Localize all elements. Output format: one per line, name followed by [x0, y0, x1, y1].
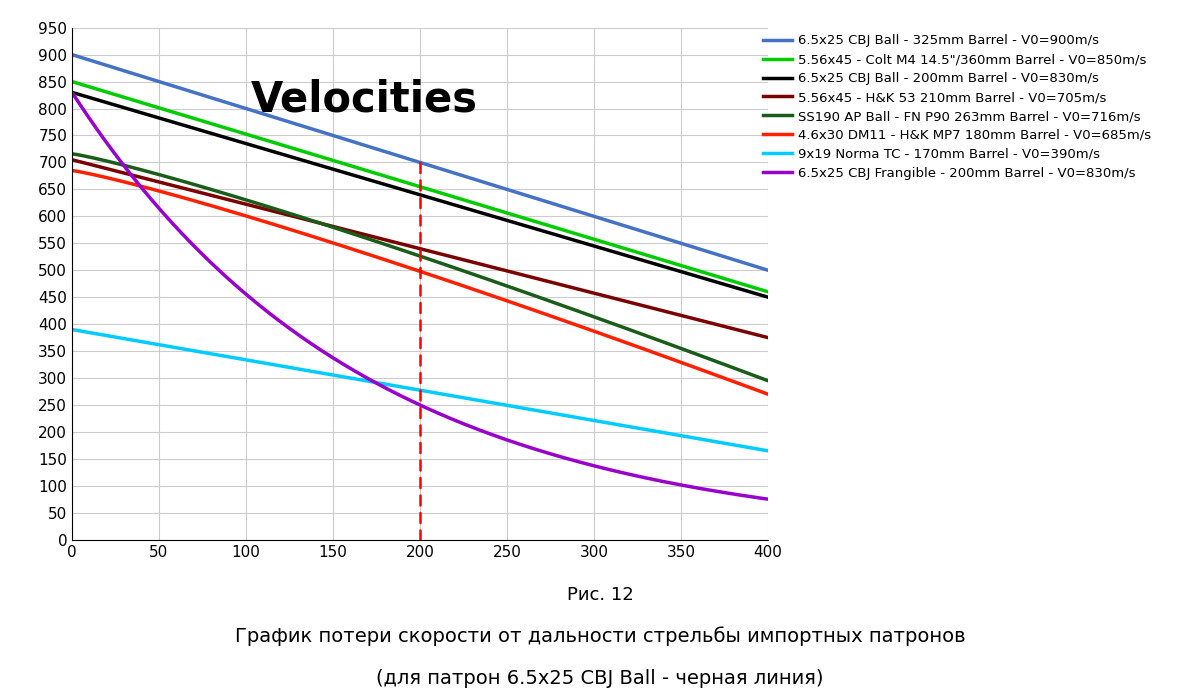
- 5.56x45 - Colt M4 14.5"/360mm Barrel - V0=850m/s: [744, 282, 758, 291]
- Line: 5.56x45 - Colt M4 14.5"/360mm Barrel - V0=850m/s: 5.56x45 - Colt M4 14.5"/360mm Barrel - V…: [72, 82, 768, 292]
- 5.56x45 - Colt M4 14.5"/360mm Barrel - V0=850m/s: [65, 78, 79, 86]
- 6.5x25 CBJ Ball - 325mm Barrel - V0=900m/s: [761, 266, 775, 275]
- 5.56x45 - H&K 53 210mm Barrel - V0=705m/s: [65, 156, 79, 164]
- 5.56x45 - Colt M4 14.5"/360mm Barrel - V0=850m/s: [395, 177, 409, 185]
- 6.5x25 CBJ Frangible - 200mm Barrel - V0=830m/s: [744, 493, 758, 501]
- 6.5x25 CBJ Ball - 325mm Barrel - V0=900m/s: [442, 167, 456, 176]
- 4.6x30 DM11 - H&K MP7 180mm Barrel - V0=685m/s: [479, 289, 493, 298]
- 4.6x30 DM11 - H&K MP7 180mm Barrel - V0=685m/s: [761, 390, 775, 399]
- Legend: 6.5x25 CBJ Ball - 325mm Barrel - V0=900m/s, 5.56x45 - Colt M4 14.5"/360mm Barrel: 6.5x25 CBJ Ball - 325mm Barrel - V0=900m…: [762, 35, 1151, 180]
- 5.56x45 - H&K 53 210mm Barrel - V0=705m/s: [395, 240, 409, 248]
- Text: Velocities: Velocities: [251, 79, 478, 121]
- 9x19 Norma TC - 170mm Barrel - V0=390m/s: [395, 383, 409, 391]
- 6.5x25 CBJ Frangible - 200mm Barrel - V0=830m/s: [395, 392, 409, 401]
- 6.5x25 CBJ Ball - 325mm Barrel - V0=900m/s: [479, 179, 493, 187]
- SS190 AP Ball - FN P90 263mm Barrel - V0=716m/s: [479, 275, 493, 283]
- 6.5x25 CBJ Ball - 200mm Barrel - V0=830m/s: [442, 199, 456, 208]
- 6.5x25 CBJ Frangible - 200mm Barrel - V0=830m/s: [442, 414, 456, 422]
- 9x19 Norma TC - 170mm Barrel - V0=390m/s: [479, 398, 493, 406]
- 5.56x45 - Colt M4 14.5"/360mm Barrel - V0=850m/s: [761, 288, 775, 296]
- 9x19 Norma TC - 170mm Barrel - V0=390m/s: [744, 444, 758, 452]
- Line: 9x19 Norma TC - 170mm Barrel - V0=390m/s: 9x19 Norma TC - 170mm Barrel - V0=390m/s: [72, 329, 768, 450]
- 9x19 Norma TC - 170mm Barrel - V0=390m/s: [400, 384, 414, 392]
- 5.56x45 - Colt M4 14.5"/360mm Barrel - V0=850m/s: [442, 191, 456, 199]
- 6.5x25 CBJ Ball - 325mm Barrel - V0=900m/s: [395, 153, 409, 161]
- 9x19 Norma TC - 170mm Barrel - V0=390m/s: [65, 325, 79, 334]
- SS190 AP Ball - FN P90 263mm Barrel - V0=716m/s: [65, 149, 79, 158]
- 4.6x30 DM11 - H&K MP7 180mm Barrel - V0=685m/s: [400, 263, 414, 271]
- 4.6x30 DM11 - H&K MP7 180mm Barrel - V0=685m/s: [395, 262, 409, 270]
- 9x19 Norma TC - 170mm Barrel - V0=390m/s: [442, 391, 456, 399]
- 5.56x45 - H&K 53 210mm Barrel - V0=705m/s: [442, 252, 456, 260]
- Line: 5.56x45 - H&K 53 210mm Barrel - V0=705m/s: 5.56x45 - H&K 53 210mm Barrel - V0=705m/…: [72, 160, 768, 338]
- 5.56x45 - H&K 53 210mm Barrel - V0=705m/s: [761, 334, 775, 342]
- 6.5x25 CBJ Frangible - 200mm Barrel - V0=830m/s: [635, 473, 649, 482]
- SS190 AP Ball - FN P90 263mm Barrel - V0=716m/s: [400, 248, 414, 256]
- 6.5x25 CBJ Ball - 200mm Barrel - V0=830m/s: [400, 187, 414, 195]
- 4.6x30 DM11 - H&K MP7 180mm Barrel - V0=685m/s: [65, 166, 79, 174]
- 5.56x45 - H&K 53 210mm Barrel - V0=705m/s: [479, 262, 493, 270]
- 5.56x45 - H&K 53 210mm Barrel - V0=705m/s: [635, 302, 649, 310]
- 4.6x30 DM11 - H&K MP7 180mm Barrel - V0=685m/s: [635, 345, 649, 353]
- 6.5x25 CBJ Ball - 200mm Barrel - V0=830m/s: [761, 293, 775, 301]
- SS190 AP Ball - FN P90 263mm Barrel - V0=716m/s: [442, 262, 456, 270]
- 6.5x25 CBJ Frangible - 200mm Barrel - V0=830m/s: [400, 394, 414, 403]
- 6.5x25 CBJ Ball - 325mm Barrel - V0=900m/s: [744, 261, 758, 269]
- Line: 4.6x30 DM11 - H&K MP7 180mm Barrel - V0=685m/s: 4.6x30 DM11 - H&K MP7 180mm Barrel - V0=…: [72, 170, 768, 394]
- Text: Рис. 12: Рис. 12: [566, 586, 634, 604]
- 6.5x25 CBJ Ball - 200mm Barrel - V0=830m/s: [744, 288, 758, 296]
- 6.5x25 CBJ Frangible - 200mm Barrel - V0=830m/s: [761, 495, 775, 503]
- 5.56x45 - Colt M4 14.5"/360mm Barrel - V0=850m/s: [635, 250, 649, 258]
- 6.5x25 CBJ Frangible - 200mm Barrel - V0=830m/s: [479, 428, 493, 437]
- SS190 AP Ball - FN P90 263mm Barrel - V0=716m/s: [635, 330, 649, 338]
- 6.5x25 CBJ Ball - 325mm Barrel - V0=900m/s: [400, 154, 414, 163]
- Text: (для патрон 6.5x25 CBJ Ball - черная линия): (для патрон 6.5x25 CBJ Ball - черная лин…: [377, 668, 823, 688]
- Line: SS190 AP Ball - FN P90 263mm Barrel - V0=716m/s: SS190 AP Ball - FN P90 263mm Barrel - V0…: [72, 154, 768, 381]
- 5.56x45 - H&K 53 210mm Barrel - V0=705m/s: [400, 241, 414, 249]
- 6.5x25 CBJ Ball - 200mm Barrel - V0=830m/s: [479, 210, 493, 219]
- Line: 6.5x25 CBJ Ball - 325mm Barrel - V0=900m/s: 6.5x25 CBJ Ball - 325mm Barrel - V0=900m…: [72, 55, 768, 271]
- 9x19 Norma TC - 170mm Barrel - V0=390m/s: [635, 425, 649, 433]
- 5.56x45 - Colt M4 14.5"/360mm Barrel - V0=850m/s: [400, 179, 414, 187]
- SS190 AP Ball - FN P90 263mm Barrel - V0=716m/s: [744, 370, 758, 379]
- 9x19 Norma TC - 170mm Barrel - V0=390m/s: [761, 446, 775, 455]
- 4.6x30 DM11 - H&K MP7 180mm Barrel - V0=685m/s: [442, 277, 456, 285]
- 5.56x45 - Colt M4 14.5"/360mm Barrel - V0=850m/s: [479, 203, 493, 211]
- 6.5x25 CBJ Ball - 200mm Barrel - V0=830m/s: [395, 185, 409, 194]
- 5.56x45 - H&K 53 210mm Barrel - V0=705m/s: [744, 329, 758, 338]
- Line: 6.5x25 CBJ Frangible - 200mm Barrel - V0=830m/s: 6.5x25 CBJ Frangible - 200mm Barrel - V0…: [72, 92, 768, 499]
- 6.5x25 CBJ Ball - 325mm Barrel - V0=900m/s: [65, 51, 79, 59]
- 6.5x25 CBJ Frangible - 200mm Barrel - V0=830m/s: [65, 88, 79, 96]
- Line: 6.5x25 CBJ Ball - 200mm Barrel - V0=830m/s: 6.5x25 CBJ Ball - 200mm Barrel - V0=830m…: [72, 92, 768, 297]
- 6.5x25 CBJ Ball - 200mm Barrel - V0=830m/s: [65, 88, 79, 96]
- 6.5x25 CBJ Ball - 325mm Barrel - V0=900m/s: [635, 227, 649, 235]
- 6.5x25 CBJ Ball - 200mm Barrel - V0=830m/s: [635, 256, 649, 264]
- SS190 AP Ball - FN P90 263mm Barrel - V0=716m/s: [395, 246, 409, 255]
- 4.6x30 DM11 - H&K MP7 180mm Barrel - V0=685m/s: [744, 384, 758, 392]
- SS190 AP Ball - FN P90 263mm Barrel - V0=716m/s: [761, 376, 775, 385]
- Text: График потери скорости от дальности стрельбы импортных патронов: График потери скорости от дальности стре…: [235, 627, 965, 646]
